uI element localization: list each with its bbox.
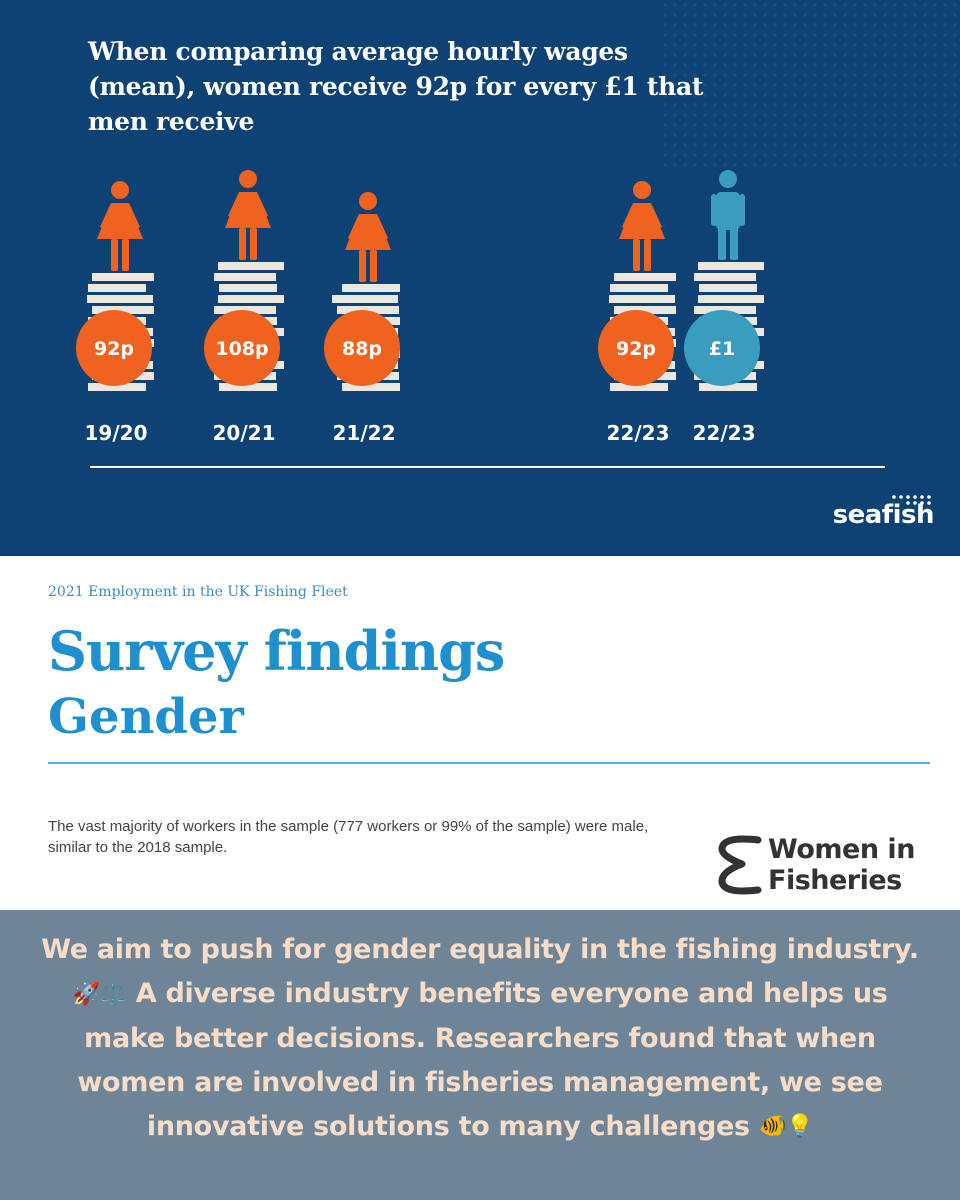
rocket-scales-emoji-icon: 🚀⚖️ xyxy=(72,981,127,1007)
coin xyxy=(342,383,400,391)
women-in-fisheries-logo: Women in Fisheries xyxy=(716,834,946,898)
value-badge xyxy=(76,310,152,386)
coin xyxy=(609,295,675,303)
category-label: 21/22 xyxy=(333,421,396,445)
coin xyxy=(342,284,400,292)
coin xyxy=(88,383,146,391)
category-label: 22/23 xyxy=(693,421,756,445)
coin xyxy=(214,306,276,314)
value-label: £1 xyxy=(709,338,735,360)
world-map-dots xyxy=(660,0,960,170)
coin xyxy=(610,383,668,391)
seafish-logo-dots-icon xyxy=(892,495,931,505)
chart-baseline xyxy=(90,466,885,468)
value-badge xyxy=(324,310,400,386)
value-label: 88p xyxy=(342,338,382,360)
coin xyxy=(332,295,398,303)
banner-line-3: make better decisions. Researchers found… xyxy=(84,1022,876,1054)
banner-line-1: We aim to push for gender equality in th… xyxy=(41,934,919,965)
infographic-headline: When comparing average hourly wages (mea… xyxy=(88,37,704,136)
survey-title: Survey findings xyxy=(48,619,505,683)
coin xyxy=(219,284,277,292)
coin xyxy=(698,295,764,303)
survey-title-gender: Gender xyxy=(48,689,244,745)
woman-icon xyxy=(345,192,391,282)
wage-infographic: When comparing average hourly wages (mea… xyxy=(0,0,960,556)
coin xyxy=(614,273,676,281)
value-badge xyxy=(684,310,760,386)
wage-chart: 92p 19/20 108p 20/21 88p 21/22 92p 22/23 £1 22/23 xyxy=(76,170,764,445)
seafish-logo: seafish xyxy=(832,500,935,530)
category-label: 20/21 xyxy=(213,421,276,445)
mission-text: We aim to push for gender equality in th… xyxy=(10,928,950,1149)
coin xyxy=(337,306,399,314)
fish-bulb-emoji-icon: 🐠💡 xyxy=(758,1114,814,1139)
banner-line-5: innovative solutions to many challenges xyxy=(146,1110,750,1142)
value-label: 108p xyxy=(215,338,268,360)
woman-icon xyxy=(225,170,271,260)
value-badge xyxy=(204,310,280,386)
logo-line-fisheries: Fisheries xyxy=(768,865,902,896)
coin xyxy=(88,284,146,292)
coin xyxy=(218,295,284,303)
logo-line-women-in: Women in xyxy=(768,834,915,865)
coin xyxy=(87,295,153,303)
value-label: 92p xyxy=(616,338,656,360)
survey-subtitle: 2021 Employment in the UK Fishing Fleet xyxy=(48,584,348,600)
coin xyxy=(214,273,276,281)
coin xyxy=(699,383,757,391)
section-divider xyxy=(48,762,930,764)
mission-banner: We aim to push for gender equality in th… xyxy=(0,910,960,1200)
category-label: 19/20 xyxy=(85,421,148,445)
survey-section: 2021 Employment in the UK Fishing Fleet … xyxy=(0,556,960,910)
woman-icon xyxy=(97,181,143,271)
fish-mouth-icon xyxy=(718,835,762,895)
value-label: 92p xyxy=(94,338,134,360)
coin xyxy=(699,284,757,292)
banner-line-4: women are involved in fisheries manageme… xyxy=(77,1066,883,1098)
category-label: 22/23 xyxy=(607,421,670,445)
man-icon xyxy=(711,170,745,260)
coin xyxy=(694,306,756,314)
coin xyxy=(219,383,277,391)
coin xyxy=(698,262,764,270)
coin xyxy=(218,262,284,270)
coin xyxy=(610,284,668,292)
woman-icon xyxy=(619,181,665,271)
coin xyxy=(92,306,154,314)
coin xyxy=(694,273,756,281)
banner-line-2: A diverse industry benefits everyone and… xyxy=(135,978,888,1009)
coin xyxy=(614,306,676,314)
value-badge xyxy=(598,310,674,386)
survey-paragraph: The vast majority of workers in the samp… xyxy=(48,818,649,856)
coin xyxy=(92,273,154,281)
